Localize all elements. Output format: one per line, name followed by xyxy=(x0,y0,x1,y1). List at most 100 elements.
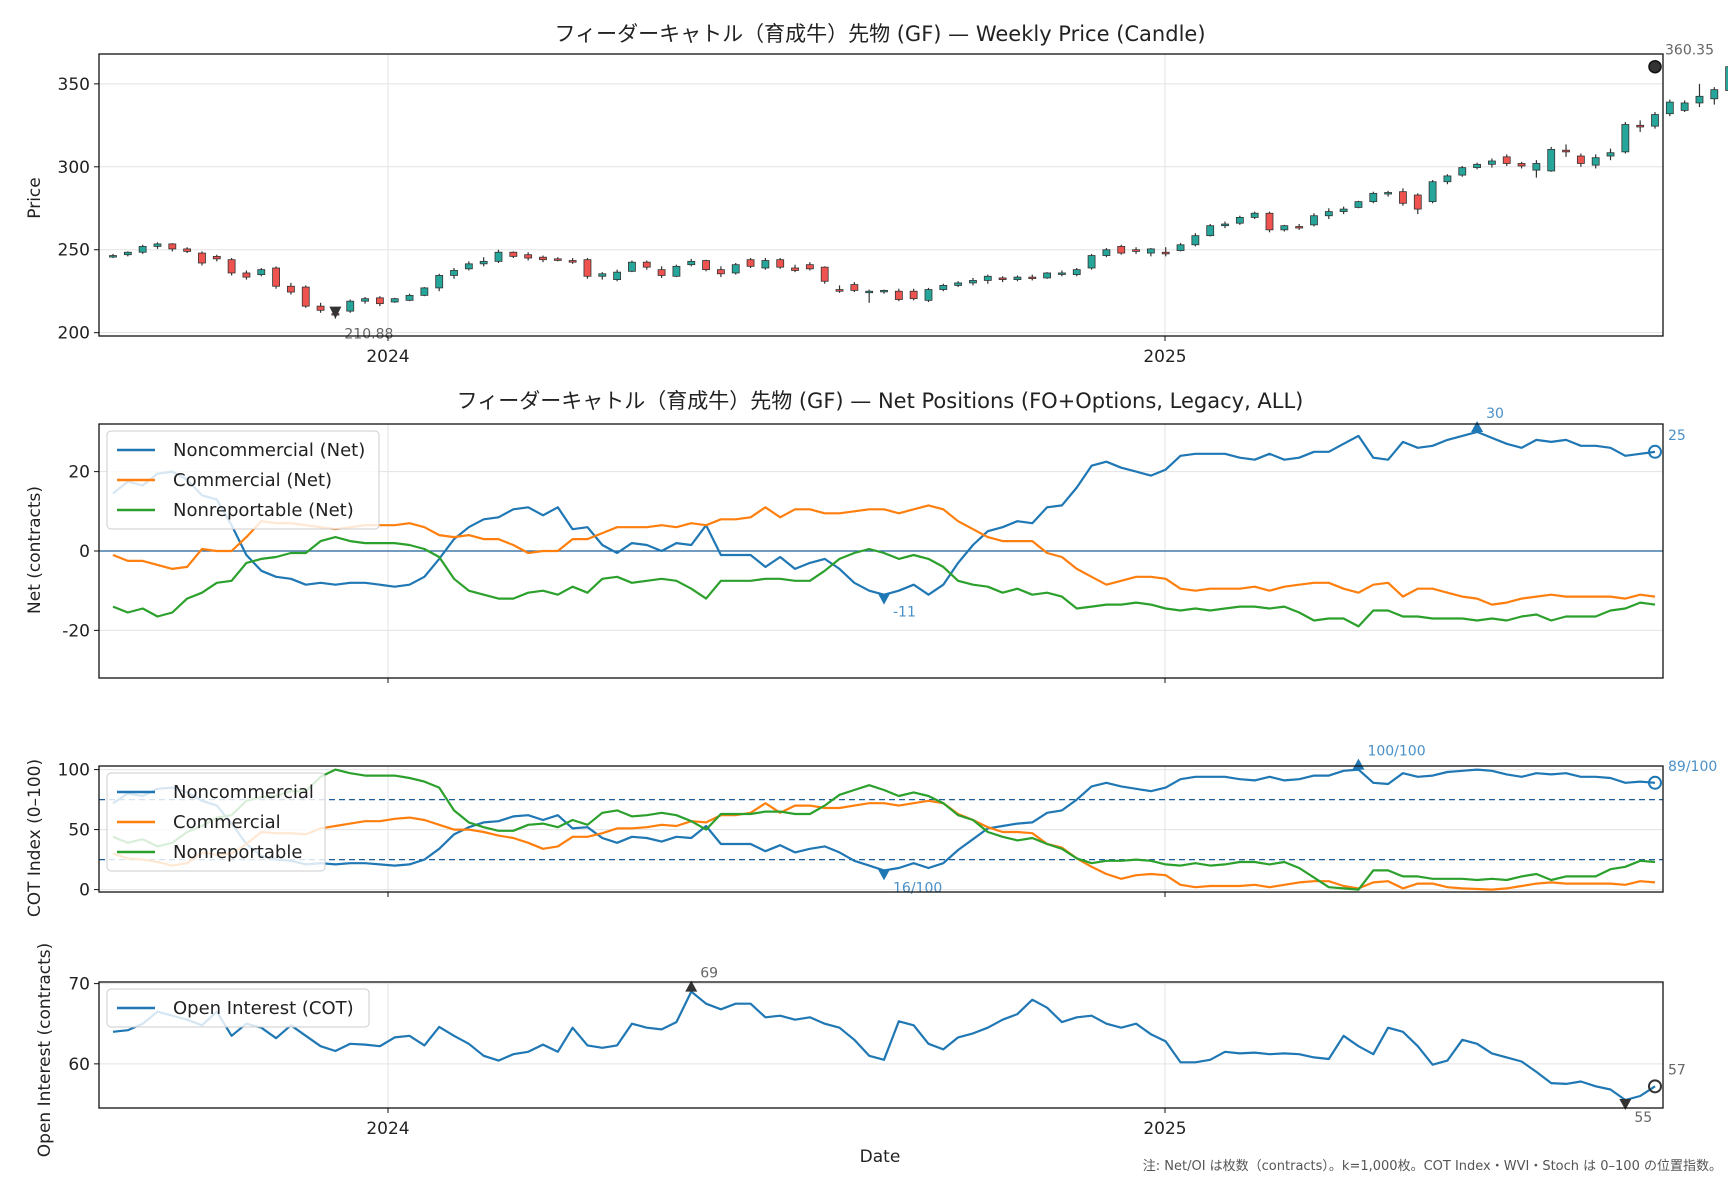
open-interest-panel: Open Interest (contracts) 69 55 57 60 70 20… xyxy=(35,943,1686,1157)
candle-bullish xyxy=(1221,223,1229,227)
candle-bearish xyxy=(702,260,710,271)
y-tick-label: 250 xyxy=(58,241,90,261)
min-value-label: 55 xyxy=(1634,1110,1652,1126)
candle-bullish xyxy=(1235,216,1244,224)
candle-bullish xyxy=(361,298,369,302)
candle-bullish xyxy=(1473,163,1481,169)
candle-bullish xyxy=(731,264,740,274)
max-value-label: 30 xyxy=(1486,406,1504,422)
candle-bearish xyxy=(1502,156,1511,164)
last-value-marker-icon xyxy=(1648,444,1662,459)
net-positions-panel: フィーダーキャトル（育成牛）先物 (GF) — Net Positions (F… xyxy=(25,389,1686,683)
candle-bullish xyxy=(1013,276,1022,280)
candle-bullish xyxy=(494,251,503,262)
legend-label: Open Interest (COT) xyxy=(173,998,354,1019)
candle-bullish xyxy=(109,255,117,258)
series-line-commercial xyxy=(112,799,1656,891)
candle-bullish xyxy=(598,273,607,277)
y-tick-label: 300 xyxy=(58,158,90,178)
candle-bullish xyxy=(346,300,355,312)
y-tick-label: -20 xyxy=(62,621,90,641)
y-tick-label: 20 xyxy=(68,463,90,483)
candle-bearish xyxy=(212,255,221,260)
candle-bullish xyxy=(420,287,429,296)
candle-bearish xyxy=(553,258,562,261)
candle-bullish xyxy=(1680,102,1689,111)
candle-bullish xyxy=(1458,167,1467,176)
legend-box xyxy=(106,988,370,1028)
candle-bearish xyxy=(776,259,785,268)
series-line-nonreportable-net xyxy=(112,535,1656,628)
legend-label: Noncommercial (Net) xyxy=(173,440,365,461)
candle-bullish xyxy=(464,263,473,270)
candle-bearish xyxy=(375,297,384,305)
candle-bearish xyxy=(998,277,1007,280)
candle-bullish xyxy=(1695,95,1704,104)
y-tick-label: 200 xyxy=(58,324,90,344)
candle-bearish xyxy=(717,269,725,275)
candle-bullish xyxy=(628,261,636,272)
candle-bullish xyxy=(880,289,888,293)
candle-bearish xyxy=(183,248,192,252)
candle-bearish xyxy=(746,259,755,267)
candle-bullish xyxy=(1102,249,1111,256)
last-value-marker-icon xyxy=(1648,775,1662,790)
price-candle-panel: フィーダーキャトル（育成牛）先物 (GF) — Weekly Price (Ca… xyxy=(25,22,1728,367)
candle-bearish xyxy=(509,251,518,257)
candle-bullish xyxy=(1488,160,1496,165)
legend-label: Nonreportable (Net) xyxy=(173,500,354,521)
candle-bullish xyxy=(390,298,399,303)
candle-bullish xyxy=(954,282,963,286)
candle-bullish xyxy=(761,260,770,269)
candle-bearish xyxy=(1028,276,1037,280)
candle-bearish xyxy=(805,264,814,270)
y-tick-label: 70 xyxy=(68,975,90,995)
min-marker-icon xyxy=(878,869,890,881)
candle-bullish xyxy=(1280,225,1289,231)
candle-bearish xyxy=(287,285,295,293)
max-marker-icon xyxy=(1471,420,1484,432)
max-value-label: 69 xyxy=(700,966,718,982)
candle-bearish xyxy=(539,256,547,261)
low-marker-icon xyxy=(329,306,342,319)
candle-bearish xyxy=(1132,249,1140,252)
candle-bearish xyxy=(1576,155,1585,164)
min-value-label: -11 xyxy=(893,605,916,621)
legend-label: Noncommercial xyxy=(173,782,314,803)
y-tick-label: 100 xyxy=(58,761,90,781)
candle-bearish xyxy=(583,259,592,277)
candle-bearish xyxy=(791,267,799,271)
legend-label: Commercial xyxy=(173,812,281,833)
candle-bearish xyxy=(301,286,310,307)
candle-bullish xyxy=(687,260,696,266)
candle-bearish xyxy=(820,266,829,282)
candle-bullish xyxy=(865,290,874,294)
y-tick-label: 0 xyxy=(79,881,90,901)
candle-bearish xyxy=(657,269,666,276)
cot-index-panel: COT Index (0–100) 100/100 16/100 89/100 0 5… xyxy=(25,744,1717,918)
candle-bearish xyxy=(1517,163,1526,167)
candle-bearish xyxy=(642,261,651,268)
price-chart-title: フィーダーキャトル（育成牛）先物 (GF) — Weekly Price (Ca… xyxy=(554,22,1205,46)
candle-bearish xyxy=(1295,226,1304,229)
candle-bearish xyxy=(1265,212,1274,231)
candle-bearish xyxy=(909,290,918,300)
candle-bearish xyxy=(894,290,903,300)
candle-bullish xyxy=(969,280,977,284)
candle-bullish xyxy=(1354,201,1363,208)
candle-bullish xyxy=(939,285,948,290)
candle-bullish xyxy=(123,251,132,256)
low-price-label: 210.88 xyxy=(344,327,393,343)
candle-bearish xyxy=(1161,251,1170,255)
candle-bullish xyxy=(153,243,162,247)
candle-bearish xyxy=(272,267,280,287)
candle-bullish xyxy=(1191,235,1200,246)
legend-box xyxy=(106,772,326,872)
price-plot-frame xyxy=(98,53,1664,337)
candle-bullish xyxy=(1443,175,1452,183)
max-marker-icon xyxy=(685,980,698,992)
candle-bullish xyxy=(435,275,444,289)
x-tick-label: 2024 xyxy=(366,347,409,367)
candle-bearish xyxy=(242,272,251,278)
